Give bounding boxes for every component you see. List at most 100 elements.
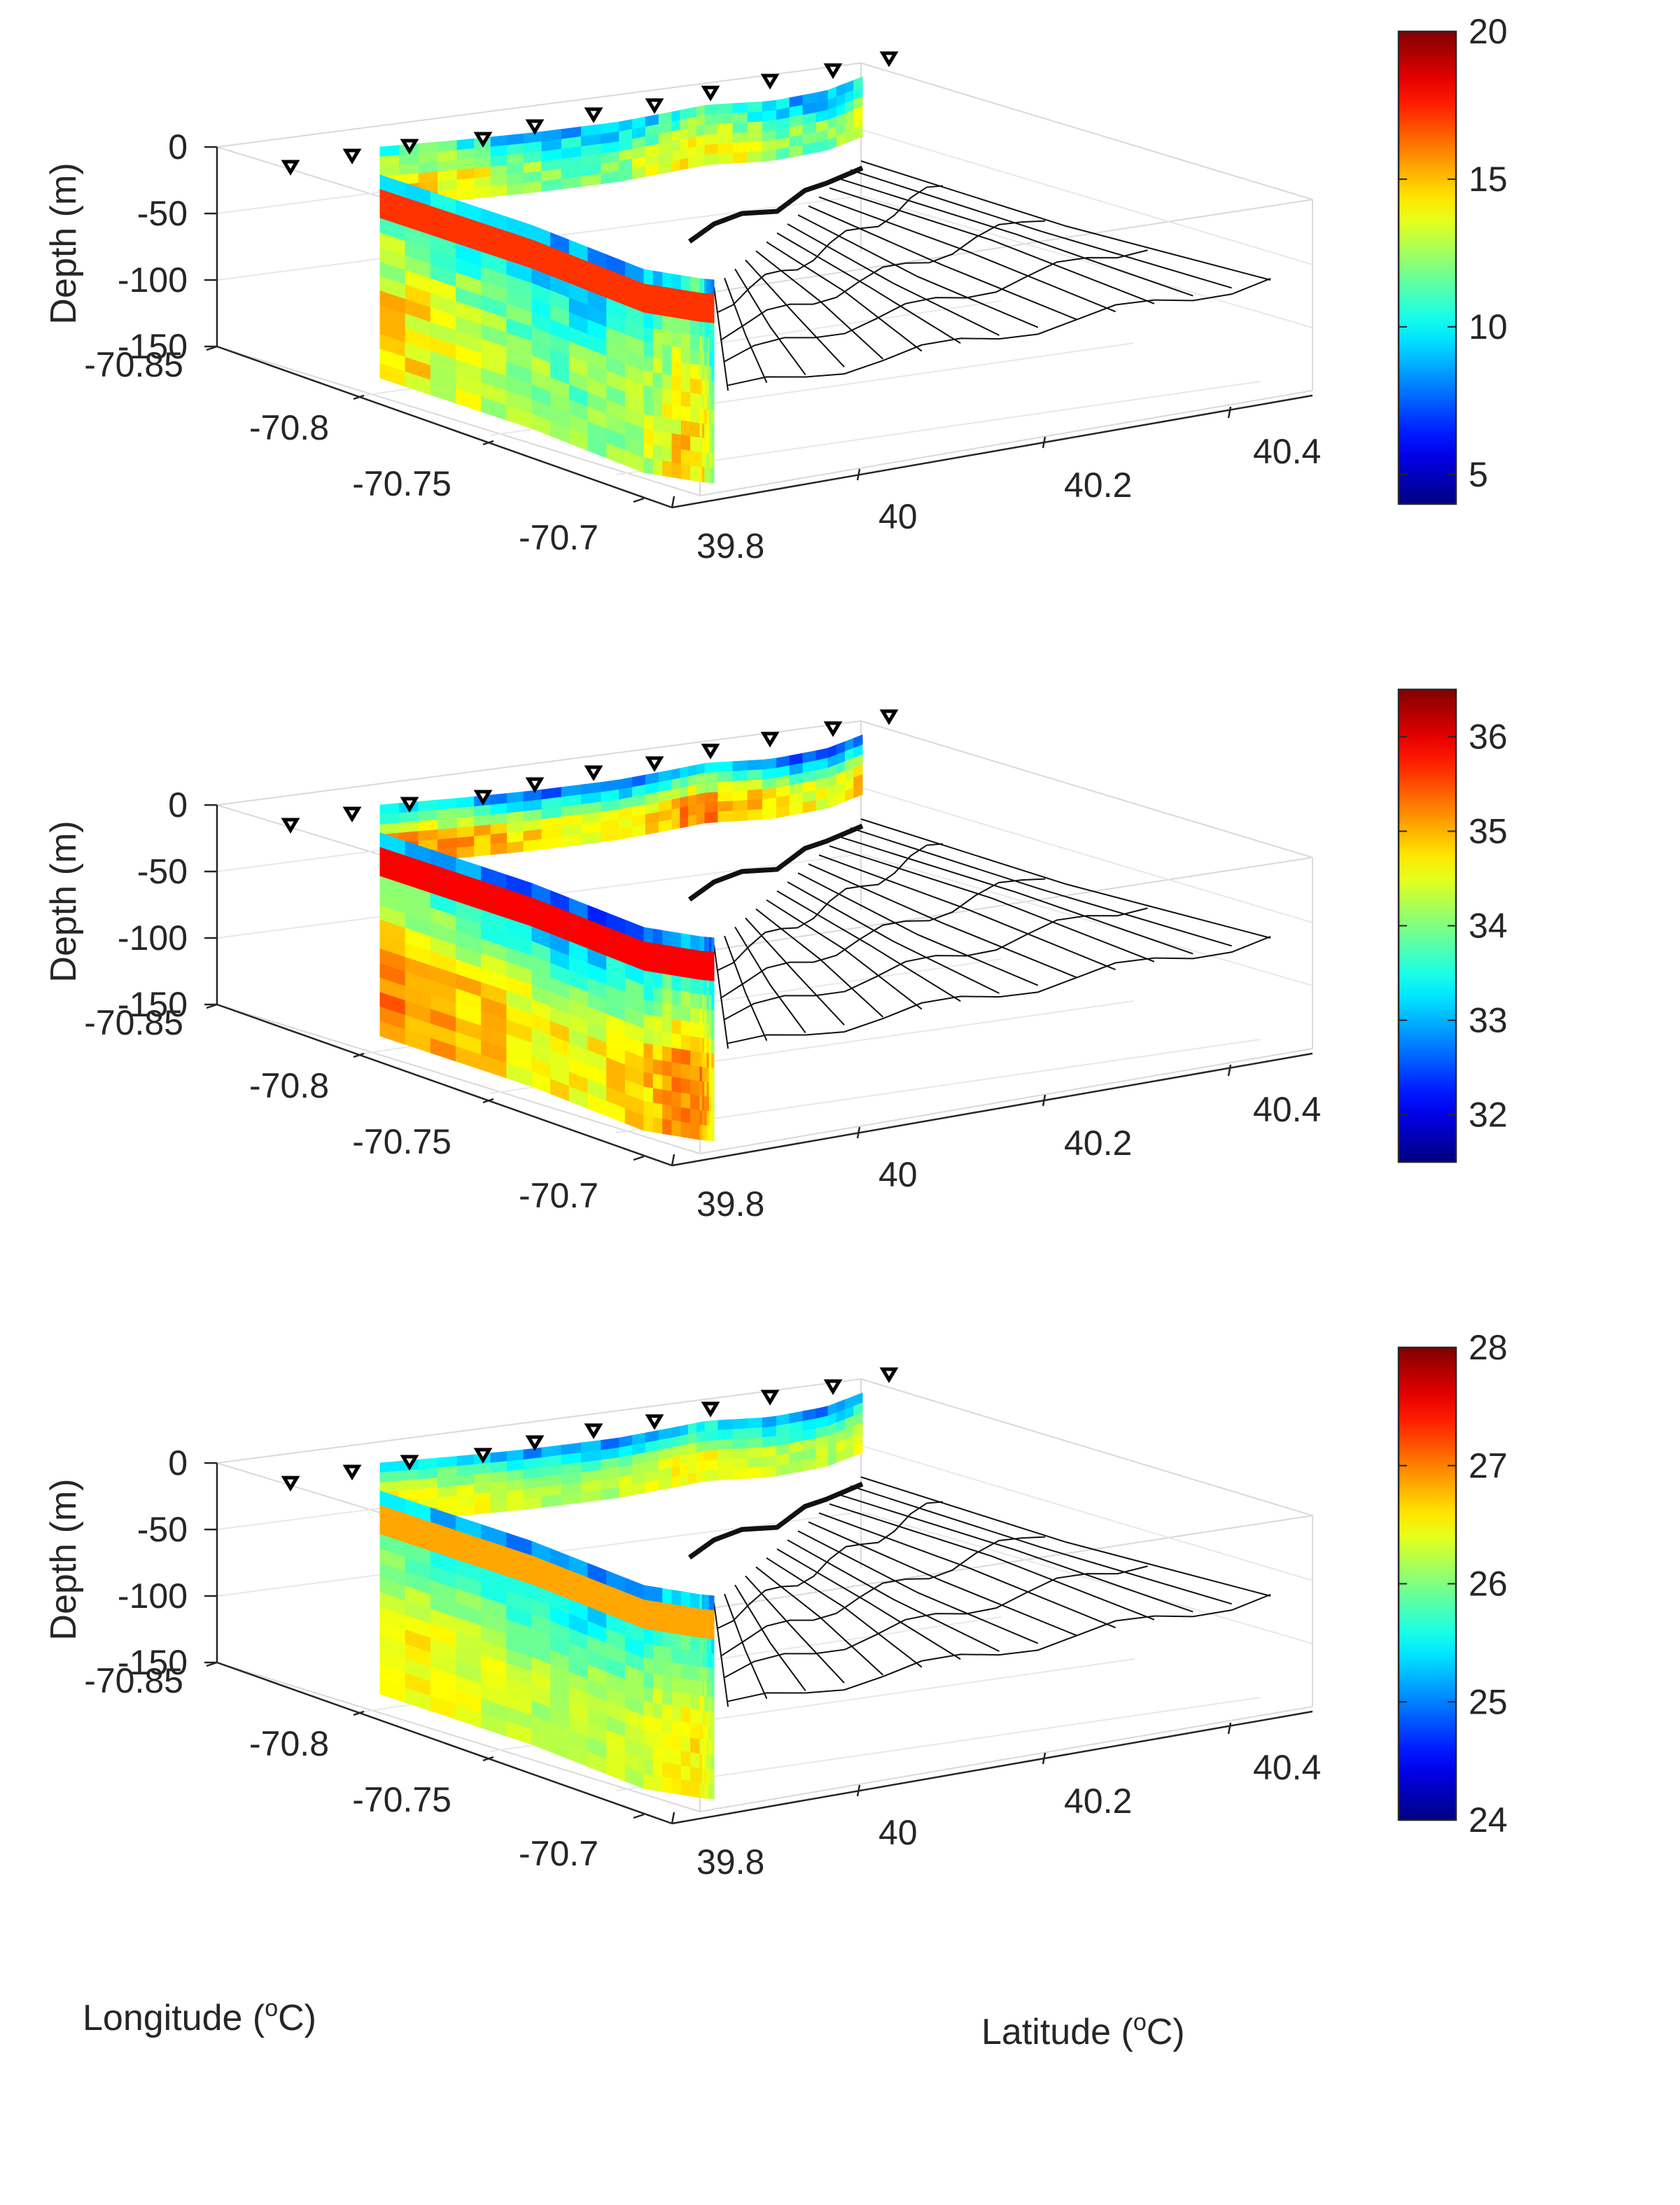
y-tick-label: 40.2 xyxy=(1064,465,1132,505)
x-tick-label: -70.75 xyxy=(352,1122,451,1161)
z-tick-label: -100 xyxy=(118,1576,188,1616)
y-tick-label: 39.8 xyxy=(696,1842,764,1882)
station-marker-icon xyxy=(342,806,362,822)
colorbar-tick-label: 35 xyxy=(1469,812,1508,851)
station-marker-icon xyxy=(823,721,843,737)
bathymetry-mesh xyxy=(713,818,1271,1049)
transect-sections xyxy=(379,734,863,1142)
station-marker-icon xyxy=(701,1401,720,1418)
z-axis-label: Depth (m) xyxy=(43,1478,84,1640)
x-tick-label: -70.8 xyxy=(249,1066,329,1105)
station-marker-icon xyxy=(760,1390,780,1406)
station-marker-icon xyxy=(701,85,720,102)
station-marker-icon xyxy=(525,1435,545,1451)
isobath-line xyxy=(687,823,864,902)
station-marker-icon xyxy=(342,1464,362,1480)
section-near xyxy=(379,832,715,1142)
x-tick-label: -70.8 xyxy=(249,1724,329,1763)
station-marker-icon xyxy=(584,1423,603,1439)
y-tick-label: 40.2 xyxy=(1064,1124,1132,1163)
y-axis-label: Latitude (oC) xyxy=(981,2009,1185,2052)
station-marker-icon xyxy=(281,160,300,176)
x-tick-label: -70.7 xyxy=(519,518,598,557)
station-marker-icon xyxy=(584,765,603,781)
section-far xyxy=(379,1392,863,1523)
y-tick-label: 40 xyxy=(878,1813,918,1852)
y-tick-label: 40.4 xyxy=(1253,432,1321,471)
station-marker-icon xyxy=(879,51,899,67)
section-near xyxy=(379,1490,715,1800)
colorbar xyxy=(1397,1346,1457,1821)
isobath-line xyxy=(687,165,864,244)
station-marker-icon xyxy=(760,732,780,748)
colorbar-tick-label: 32 xyxy=(1469,1096,1508,1135)
colorbar-tick-label: 34 xyxy=(1469,906,1508,946)
isobath-line xyxy=(687,1481,864,1560)
z-tick-label: -50 xyxy=(137,852,188,891)
z-tick-label: -150 xyxy=(118,327,188,366)
colorbar-tick-label: 33 xyxy=(1469,1001,1508,1040)
z-axis-label: Depth (m) xyxy=(43,820,84,982)
colorbar-tick-label: 25 xyxy=(1469,1682,1508,1721)
x-tick-label: -70.7 xyxy=(519,1834,598,1873)
station-markers xyxy=(281,709,899,834)
x-tick-label: -70.75 xyxy=(352,1780,451,1819)
station-marker-icon xyxy=(281,818,300,834)
station-marker-icon xyxy=(823,63,843,79)
y-tick-label: 39.8 xyxy=(696,1184,764,1224)
y-tick-label: 39.8 xyxy=(696,526,764,566)
station-marker-icon xyxy=(879,709,899,725)
z-tick-label: -50 xyxy=(137,1510,188,1549)
station-markers xyxy=(281,1367,899,1492)
station-marker-icon xyxy=(584,107,603,123)
station-marker-icon xyxy=(281,1476,300,1492)
z-tick-label: 0 xyxy=(168,1443,188,1483)
station-marker-icon xyxy=(400,139,419,155)
bathymetry-mesh xyxy=(713,1476,1271,1707)
y-tick-label: 40.4 xyxy=(1253,1748,1321,1787)
colorbar-tick-label: 26 xyxy=(1469,1564,1508,1604)
x-tick-label: -70.75 xyxy=(352,464,451,503)
station-marker-icon xyxy=(645,1414,664,1430)
colorbar-tick-label: 36 xyxy=(1469,718,1508,757)
colorbar-tick-label: 24 xyxy=(1469,1800,1508,1840)
station-marker-icon xyxy=(473,1448,493,1464)
y-tick-label: 40 xyxy=(878,1155,918,1194)
station-marker-icon xyxy=(473,790,493,806)
section-near xyxy=(379,174,715,484)
x-tick-label: -70.85 xyxy=(84,1003,183,1042)
station-markers xyxy=(281,51,899,176)
section-far xyxy=(379,734,863,865)
y-tick-label: 40.2 xyxy=(1064,1782,1132,1821)
x-axis-label: Longitude (oC) xyxy=(83,1995,316,2038)
bathymetry-mesh xyxy=(713,160,1271,391)
z-tick-label: 0 xyxy=(168,127,188,167)
z-tick-label: -100 xyxy=(118,918,188,958)
station-marker-icon xyxy=(400,1455,419,1471)
z-tick-label: -50 xyxy=(137,194,188,233)
station-marker-icon xyxy=(645,98,664,114)
station-marker-icon xyxy=(760,74,780,90)
x-tick-label: -70.85 xyxy=(84,345,183,384)
station-marker-icon xyxy=(879,1367,899,1383)
section-far xyxy=(379,76,863,207)
z-tick-label: -100 xyxy=(118,260,188,300)
station-marker-icon xyxy=(473,132,493,148)
z-axis-label: Depth (m) xyxy=(43,162,84,324)
station-marker-icon xyxy=(525,777,545,793)
colorbar-tick-label: 15 xyxy=(1469,160,1508,199)
station-marker-icon xyxy=(400,797,419,813)
station-marker-icon xyxy=(823,1379,843,1395)
transect-sections xyxy=(379,1392,863,1800)
station-marker-icon xyxy=(645,756,664,772)
axes-lines xyxy=(216,805,1313,1167)
colorbar-tick-label: 28 xyxy=(1469,1328,1508,1367)
colorbar-tick-label: 27 xyxy=(1469,1446,1508,1485)
station-marker-icon xyxy=(525,119,545,135)
x-tick-label: -70.85 xyxy=(84,1661,183,1700)
colorbar-tick-label: 20 xyxy=(1469,12,1508,51)
station-marker-icon xyxy=(342,148,362,164)
z-tick-label: -150 xyxy=(118,1643,188,1682)
